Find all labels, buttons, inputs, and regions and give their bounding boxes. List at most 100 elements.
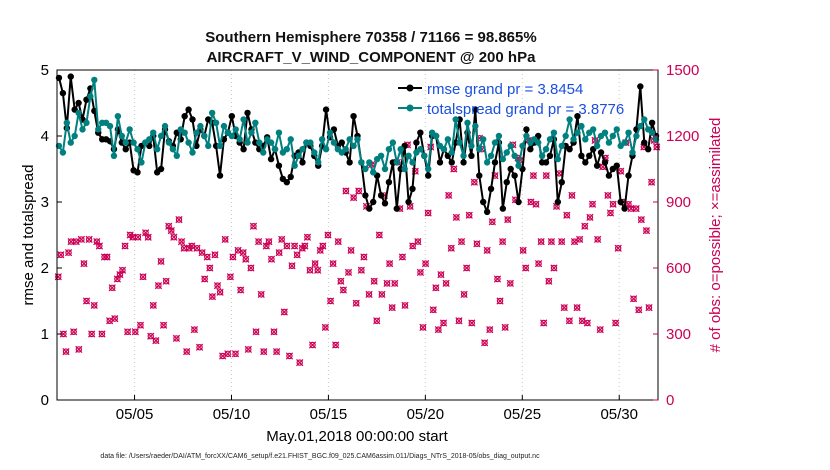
totalspread-point xyxy=(472,122,479,130)
rmse-point xyxy=(283,179,290,186)
obs-point xyxy=(385,259,394,268)
obs-point xyxy=(583,319,591,327)
legend-spread-label: totalspread grand pr = 3.8776 xyxy=(427,101,624,118)
y-tick-label-left: 1 xyxy=(41,326,49,343)
rmse-point xyxy=(641,139,648,146)
plot-frame xyxy=(56,69,659,401)
obs-point xyxy=(54,273,62,281)
totalspread-point xyxy=(366,159,373,166)
totalspread-point xyxy=(110,152,118,159)
totalspread-point xyxy=(330,139,338,146)
legend-spread-marker xyxy=(406,104,414,112)
rmse-point xyxy=(460,159,467,166)
obs-point xyxy=(170,233,178,241)
y-tick-label-right: 900 xyxy=(666,194,691,211)
rmse-point xyxy=(546,152,554,159)
obs-point xyxy=(563,211,571,219)
obs-point xyxy=(401,301,409,310)
totalspread-point xyxy=(397,146,404,153)
obs-point xyxy=(496,297,504,305)
totalspread-point xyxy=(421,152,428,159)
totalspread-point xyxy=(161,122,169,130)
rmse-point xyxy=(393,205,400,212)
totalspread-point xyxy=(299,146,306,153)
totalspread-point xyxy=(574,129,581,136)
obs-point xyxy=(537,237,545,246)
x-tick-label: 05/10 xyxy=(213,406,251,423)
totalspread-point xyxy=(358,159,365,166)
obs-point xyxy=(175,215,183,224)
obs-point xyxy=(463,264,471,272)
totalspread-point xyxy=(244,139,251,146)
totalspread-point xyxy=(228,132,236,140)
obs-point xyxy=(373,317,381,325)
totalspread-point xyxy=(315,159,322,166)
obs-point xyxy=(594,235,602,244)
obs-point xyxy=(324,231,332,239)
totalspread-point xyxy=(491,139,499,146)
totalspread-point xyxy=(542,146,550,153)
totalspread-point xyxy=(153,146,161,153)
obs-point xyxy=(247,264,255,272)
obs-point xyxy=(308,341,317,349)
obs-point xyxy=(378,290,386,299)
totalspread-point xyxy=(601,129,609,136)
obs-point xyxy=(124,328,132,336)
obs-point xyxy=(442,279,450,288)
totalspread-point xyxy=(346,136,353,143)
rmse-point xyxy=(67,73,74,80)
obs-point xyxy=(293,251,301,259)
totalspread-point xyxy=(538,152,546,159)
rmse-point xyxy=(613,162,620,169)
obs-point xyxy=(306,266,314,274)
totalspread-point xyxy=(236,136,243,143)
rmse-point xyxy=(185,106,192,113)
obs-point xyxy=(647,178,656,186)
obs-point xyxy=(532,200,540,208)
totalspread-point xyxy=(252,119,259,127)
obs-point xyxy=(108,284,116,292)
obs-point xyxy=(465,211,473,219)
totalspread-point xyxy=(417,146,424,153)
totalspread-point xyxy=(240,116,247,123)
rmse-point xyxy=(244,109,251,117)
totalspread-point xyxy=(432,132,440,140)
obs-point xyxy=(545,277,553,285)
totalspread-point xyxy=(468,142,475,150)
obs-point xyxy=(167,226,175,235)
totalspread-point xyxy=(444,136,452,143)
obs-point xyxy=(519,246,527,255)
totalspread-point xyxy=(648,129,656,136)
totalspread-point xyxy=(534,139,542,146)
obs-point xyxy=(398,253,407,261)
totalspread-point xyxy=(201,132,208,140)
rmse-point xyxy=(425,172,432,179)
obs-point xyxy=(98,330,106,338)
obs-point xyxy=(547,237,556,246)
x-tick-label: 05/20 xyxy=(407,406,445,423)
y-tick-label-left: 5 xyxy=(41,62,49,79)
totalspread-point xyxy=(629,149,636,156)
totalspread-point xyxy=(377,152,385,159)
totalspread-point xyxy=(126,126,133,133)
totalspread-point xyxy=(495,132,503,140)
y-tick-label-right: 1200 xyxy=(666,128,699,145)
totalspread-point xyxy=(507,142,514,150)
rmse-point xyxy=(157,165,165,173)
obs-point xyxy=(355,187,363,195)
totalspread-point xyxy=(326,129,334,136)
rmse-point xyxy=(637,83,644,90)
y-tick-label-left: 2 xyxy=(41,260,49,277)
totalspread-point xyxy=(625,129,632,136)
obs-point xyxy=(347,246,355,255)
rmse-point xyxy=(597,149,605,156)
totalspread-point xyxy=(122,139,129,146)
rmse-point xyxy=(507,165,514,173)
y-tick-label-left: 0 xyxy=(41,392,49,409)
totalspread-point xyxy=(75,109,82,117)
totalspread-point xyxy=(633,132,640,140)
y-axis-label-right: # of obs: o=possible; ×=assimilated xyxy=(707,118,724,353)
obs-point xyxy=(288,262,296,270)
totalspread-point xyxy=(440,146,448,153)
obs-point xyxy=(88,330,96,338)
